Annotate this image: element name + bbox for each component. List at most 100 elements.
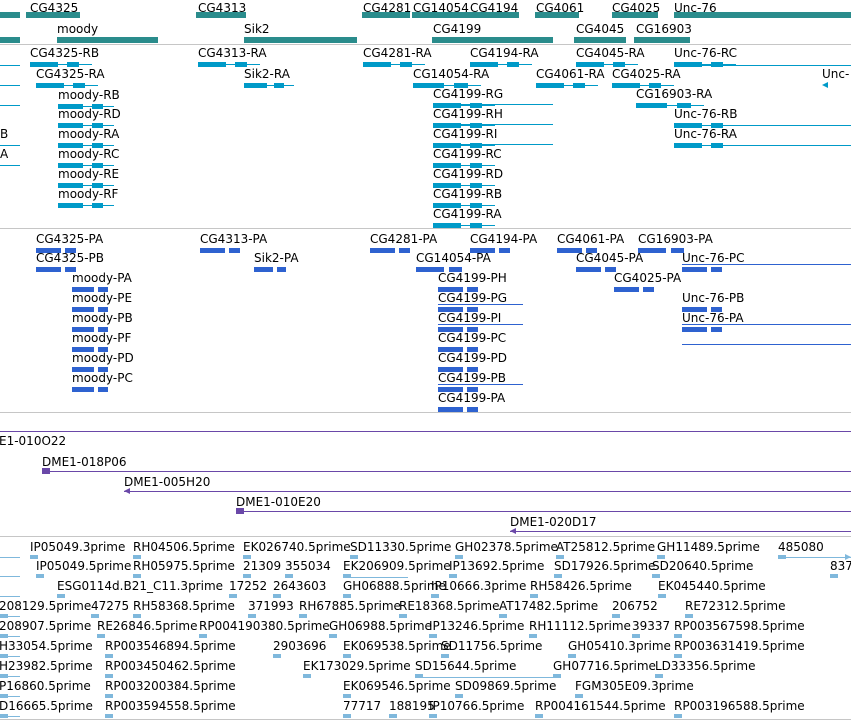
est-feature[interactable] — [830, 574, 838, 578]
transcript-exon[interactable] — [433, 123, 461, 128]
est-label[interactable]: 208129.5prime — [0, 599, 92, 613]
protein-label[interactable]: CG4281-PA — [370, 232, 438, 246]
est-label[interactable]: RP003594558.5prime — [105, 699, 236, 713]
transcript-exon[interactable] — [36, 83, 64, 88]
protein-feature[interactable] — [72, 367, 94, 372]
transcript-exon[interactable] — [636, 103, 667, 108]
est-feature[interactable] — [455, 555, 463, 559]
protein-feature[interactable] — [200, 248, 225, 253]
transcript-exon[interactable] — [433, 163, 461, 168]
est-label[interactable]: EK026740.5prime — [243, 540, 351, 554]
est-label[interactable]: IP05049.5prime — [36, 559, 132, 573]
gene-feature[interactable] — [412, 12, 470, 18]
transcript-exon[interactable] — [674, 62, 702, 67]
est-feature[interactable] — [554, 574, 562, 578]
est-label[interactable]: 2903696 — [273, 639, 327, 653]
transcript-exon[interactable] — [198, 62, 226, 67]
transcript-exon[interactable] — [470, 223, 482, 228]
protein-label[interactable]: Unc-76-PB — [682, 291, 745, 305]
transcript-exon[interactable] — [507, 62, 519, 67]
protein-label[interactable]: CG16903-PA — [638, 232, 713, 246]
protein-label[interactable]: CG4199-PA — [438, 391, 506, 405]
protein-feature[interactable] — [438, 407, 463, 412]
transcript-label[interactable]: B — [0, 127, 9, 141]
est-feature[interactable] — [529, 634, 537, 638]
transcript-exon[interactable] — [711, 62, 723, 67]
est-feature[interactable] — [105, 714, 113, 718]
gene-label[interactable]: CG4061 — [536, 1, 585, 15]
gene-label[interactable]: Unc-76 — [674, 1, 717, 15]
est-label[interactable]: SD15644.5prime — [415, 659, 517, 673]
est-feature[interactable] — [343, 694, 351, 698]
est-feature[interactable] — [499, 614, 507, 618]
transcript-exon[interactable] — [649, 83, 661, 88]
protein-feature[interactable] — [671, 248, 684, 253]
transcript-label[interactable]: CG4281-RA — [363, 46, 432, 60]
protein-feature[interactable] — [467, 407, 478, 412]
est-label[interactable]: GH06988.5prime — [329, 619, 432, 633]
est-label[interactable]: SD17926.5prime — [554, 559, 656, 573]
transcript-exon[interactable] — [58, 163, 83, 168]
protein-feature[interactable] — [277, 267, 286, 272]
protein-feature[interactable] — [682, 327, 707, 332]
transcript-label[interactable]: CG4194-RA — [470, 46, 539, 60]
gene-feature[interactable] — [674, 12, 851, 18]
est-feature[interactable] — [91, 614, 99, 618]
transcript-exon[interactable] — [454, 83, 468, 88]
gene-feature[interactable] — [0, 12, 20, 18]
gene-feature[interactable] — [362, 12, 410, 18]
transcript-exon[interactable] — [363, 62, 391, 67]
protein-feature[interactable] — [98, 307, 108, 312]
est-feature[interactable] — [429, 714, 437, 718]
est-label[interactable]: EK173029.5prime — [303, 659, 411, 673]
protein-label[interactable]: moody-PB — [72, 311, 133, 325]
protein-feature[interactable] — [438, 387, 463, 392]
protein-feature[interactable] — [438, 367, 463, 372]
protein-label[interactable]: CG4313-PA — [200, 232, 268, 246]
est-feature[interactable] — [399, 614, 407, 618]
transcript-exon[interactable] — [73, 83, 85, 88]
transcript-label[interactable]: CG16903-RA — [636, 87, 713, 101]
transcript-label[interactable]: Sik2-RA — [244, 67, 290, 81]
est-feature[interactable] — [285, 574, 293, 578]
protein-label[interactable]: moody-PC — [72, 371, 133, 385]
protein-label[interactable]: CG4199-PH — [438, 271, 507, 285]
protein-feature[interactable] — [98, 347, 108, 352]
est-feature[interactable] — [575, 694, 583, 698]
transcript-label[interactable]: moody-RD — [58, 107, 121, 121]
transcript-exon[interactable] — [433, 183, 461, 188]
transcript-label[interactable]: CG14054-RA — [413, 67, 490, 81]
protein-feature[interactable] — [557, 248, 582, 253]
est-feature[interactable] — [343, 574, 351, 578]
est-feature[interactable] — [556, 555, 564, 559]
transcript-exon[interactable] — [470, 143, 482, 148]
protein-label[interactable]: moody-PE — [72, 291, 133, 305]
gene-feature[interactable] — [196, 12, 246, 18]
clone-label[interactable]: DME1-018P06 — [42, 455, 127, 469]
transcript-label[interactable]: CG4045-RA — [576, 46, 645, 60]
transcript-exon[interactable] — [613, 62, 625, 67]
protein-label[interactable]: CG4199-PG — [438, 291, 508, 305]
protein-feature[interactable] — [370, 248, 395, 253]
est-label[interactable]: IP10766.5prime — [429, 699, 525, 713]
est-label[interactable]: 47275 — [91, 599, 130, 613]
est-feature[interactable] — [449, 574, 457, 578]
est-feature[interactable] — [243, 574, 251, 578]
gene-feature[interactable] — [612, 12, 658, 18]
protein-label[interactable]: moody-PF — [72, 331, 132, 345]
est-label[interactable]: GH11489.5prime — [657, 540, 760, 554]
gene-label[interactable]: Sik2 — [244, 22, 270, 36]
transcript-exon[interactable] — [92, 203, 103, 208]
transcript-label[interactable]: CG4199-RH — [433, 107, 503, 121]
protein-feature[interactable] — [467, 387, 478, 392]
transcript-label[interactable]: CG4061-RA — [536, 67, 605, 81]
gene-feature[interactable] — [26, 12, 80, 18]
protein-feature[interactable] — [586, 248, 597, 253]
protein-feature[interactable] — [254, 267, 273, 272]
protein-feature[interactable] — [36, 248, 61, 253]
est-label[interactable]: 188195 — [389, 699, 435, 713]
transcript-exon[interactable] — [612, 83, 640, 88]
est-label[interactable]: IP05049.3prime — [30, 540, 126, 554]
est-feature[interactable] — [343, 654, 351, 658]
gene-label[interactable]: CG4325 — [30, 1, 79, 15]
